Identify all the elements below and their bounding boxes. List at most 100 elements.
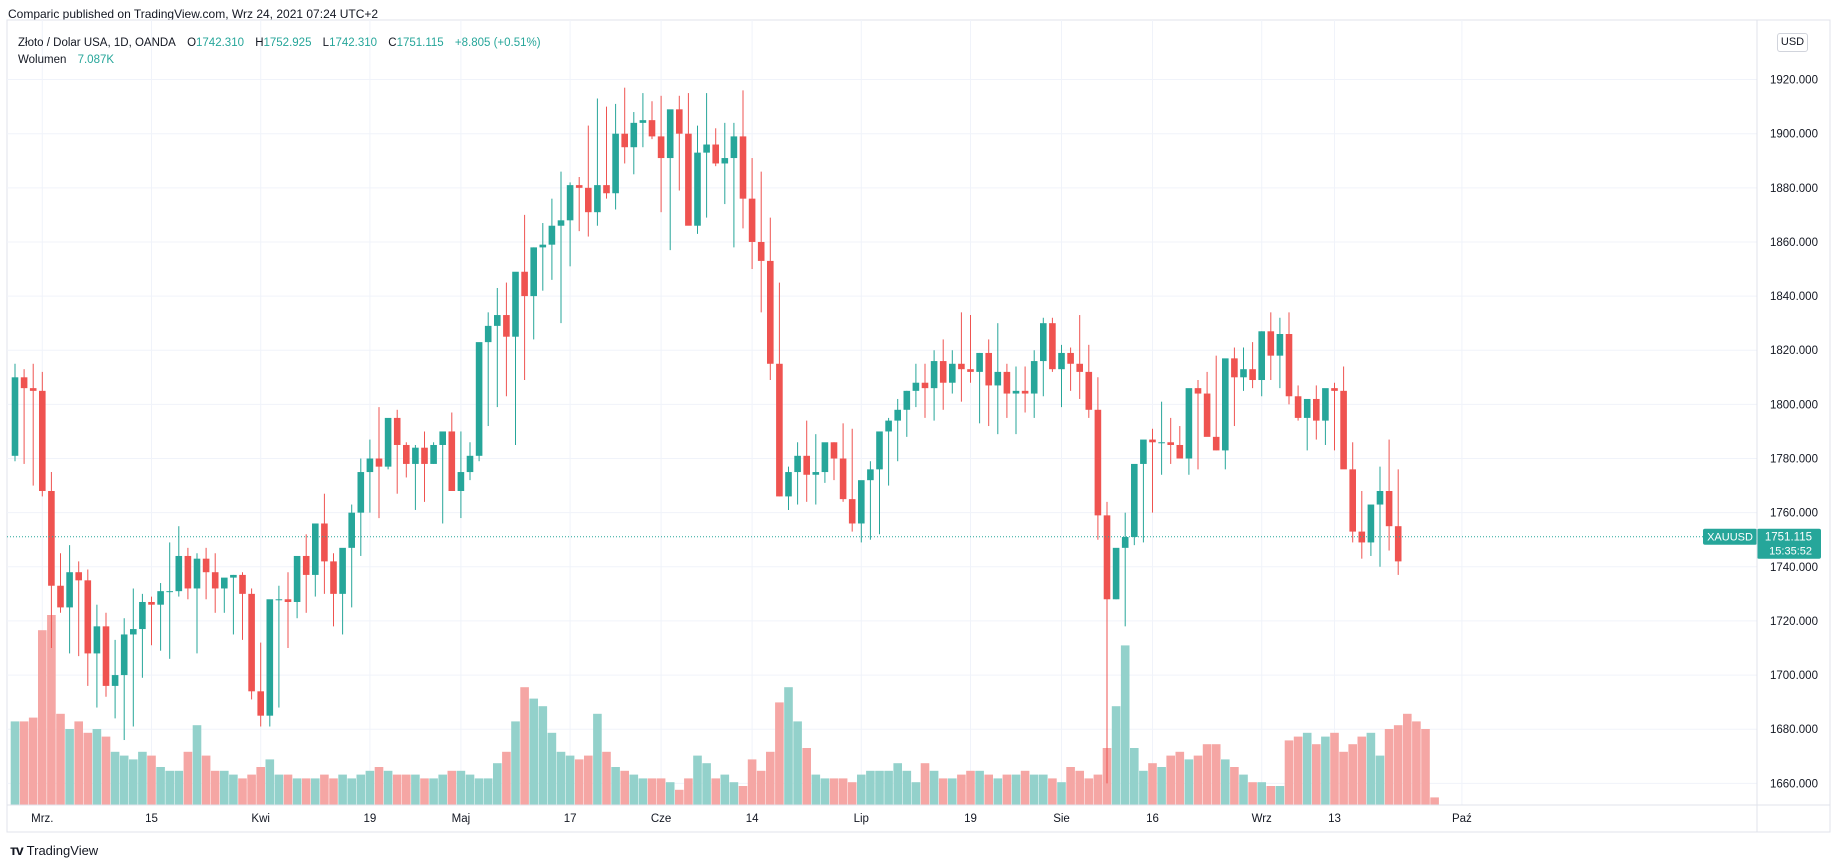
volume-bar <box>775 702 784 805</box>
volume-bar <box>1339 751 1348 805</box>
candle <box>1358 491 1366 559</box>
volume-bar <box>866 770 875 805</box>
y-tick-label: 1680.000 <box>1770 724 1818 736</box>
candle-body <box>757 241 765 261</box>
candle-body <box>721 158 729 164</box>
candle-body <box>830 442 838 459</box>
candle-body <box>1194 388 1202 394</box>
candle-body <box>275 599 283 601</box>
volume-bar <box>711 778 720 805</box>
high-value: 1752.925 <box>263 37 312 49</box>
candle-body <box>657 136 665 159</box>
candle <box>193 553 201 654</box>
volume-bar <box>1166 755 1175 805</box>
candle-body <box>1049 323 1056 370</box>
volume-bar <box>438 774 447 805</box>
volume-bar <box>838 778 848 805</box>
volume-bar <box>1066 767 1075 805</box>
volume-bar <box>611 767 620 805</box>
candle <box>148 596 155 646</box>
candle-body <box>839 458 847 500</box>
candle <box>39 371 46 497</box>
candle <box>475 342 483 462</box>
tradingview-logo-icon: ᴛᴠ <box>10 842 24 858</box>
candle <box>1249 342 1256 389</box>
candle <box>903 390 911 437</box>
volume-bar <box>201 755 211 805</box>
candle-body <box>1176 444 1184 459</box>
candle-body <box>1158 442 1165 444</box>
candle-body <box>421 447 428 464</box>
volume-bar <box>638 778 648 805</box>
candle <box>175 526 183 597</box>
x-tick-label: Cze <box>651 813 671 825</box>
candle <box>676 95 683 191</box>
candle-body <box>1385 491 1393 527</box>
volume-bar <box>1221 759 1230 805</box>
y-tick-label: 1840.000 <box>1770 291 1818 303</box>
candle <box>1149 428 1156 513</box>
volume-bar <box>19 721 29 805</box>
volume-bar <box>1011 774 1021 805</box>
x-tick-label: 14 <box>746 813 759 825</box>
volume-bar <box>292 778 302 805</box>
candle <box>494 287 501 408</box>
candle <box>703 93 710 218</box>
volume-bar <box>766 751 775 805</box>
volume-bar <box>875 770 884 805</box>
candle <box>639 93 647 148</box>
candle <box>1212 355 1220 451</box>
volume-bar <box>320 774 329 805</box>
candle <box>812 434 820 505</box>
candle <box>11 363 19 462</box>
candle <box>885 417 892 486</box>
currency-button[interactable]: USD <box>1777 33 1808 52</box>
candle-body <box>139 601 146 630</box>
candle <box>830 442 838 481</box>
candle <box>139 593 146 678</box>
candle-body <box>503 315 510 337</box>
candle <box>757 171 765 313</box>
candle <box>1131 463 1138 546</box>
candle-body <box>821 442 829 473</box>
volume-bar <box>365 770 375 805</box>
volume-bar <box>1175 751 1185 805</box>
x-tick-label: Lip <box>854 813 869 825</box>
candle <box>93 604 101 708</box>
y-tick-label: 1720.000 <box>1770 616 1818 628</box>
volume-bar <box>1111 706 1121 805</box>
candle <box>867 461 874 540</box>
candle-body <box>1394 526 1402 562</box>
candle-body <box>475 342 483 456</box>
candle-body <box>512 271 519 337</box>
candle-body <box>1349 469 1356 532</box>
candle-body <box>330 561 337 594</box>
candle-body <box>767 260 774 364</box>
volume-bar <box>520 687 529 805</box>
candle-body <box>603 185 610 194</box>
candle-body <box>266 599 274 716</box>
candle <box>1267 312 1275 381</box>
volume-bar <box>1248 782 1257 805</box>
candle <box>1176 426 1184 459</box>
x-tick-label: 19 <box>364 813 377 825</box>
candle-body <box>985 352 992 386</box>
candle-body <box>412 447 419 464</box>
candle <box>630 112 638 175</box>
candle <box>694 125 701 234</box>
candle-body <box>384 417 392 467</box>
volume-bar <box>984 774 993 805</box>
candle <box>20 369 28 464</box>
candle-body <box>1322 388 1329 421</box>
volume-bar <box>665 782 675 805</box>
candle-body <box>575 185 583 188</box>
volume-bar <box>1384 729 1394 805</box>
candle-body <box>612 133 619 194</box>
volume-bar <box>574 759 584 805</box>
candle <box>29 363 37 486</box>
candle <box>712 128 719 167</box>
candle-body <box>157 591 164 605</box>
candle <box>985 339 992 427</box>
volume-bar <box>374 767 384 805</box>
